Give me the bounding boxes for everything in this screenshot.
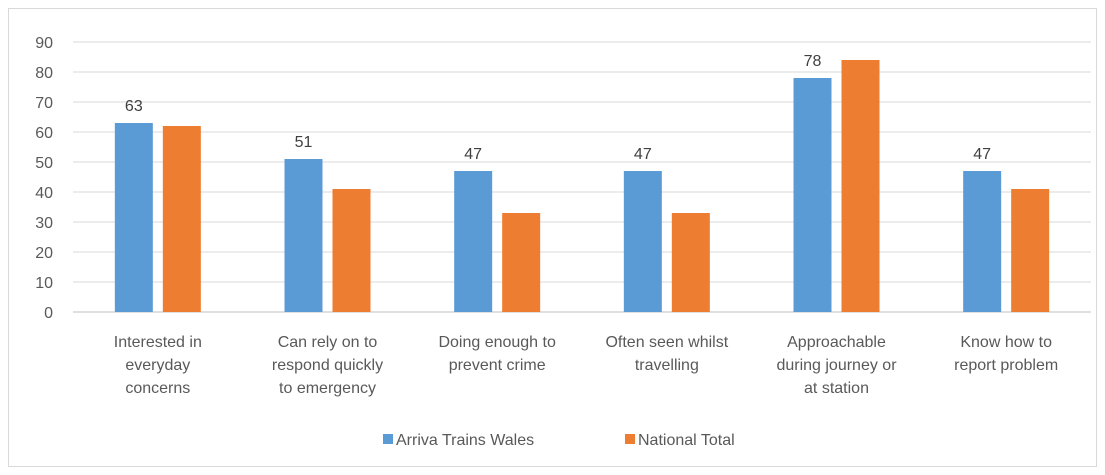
x-category-label-line: respond quickly [272, 357, 383, 374]
legend-label: Arriva Trains Wales [396, 432, 534, 449]
x-category-label-line: report problem [954, 357, 1058, 374]
y-tick-label: 70 [35, 95, 53, 112]
x-category-label-line: Know how to [960, 334, 1052, 351]
bar [841, 60, 880, 312]
y-tick-label: 30 [35, 215, 53, 232]
data-label: 47 [973, 146, 991, 163]
x-category-label-line: prevent crime [449, 357, 546, 374]
y-tick-label: 0 [44, 305, 53, 322]
x-category-label-line: Can rely on to [278, 334, 378, 351]
bar [623, 171, 662, 312]
bar [284, 159, 323, 312]
bar [502, 213, 541, 312]
y-tick-label: 60 [35, 125, 53, 142]
y-tick-label: 90 [35, 35, 53, 52]
legend-label: National Total [638, 432, 735, 449]
legend-swatch [383, 434, 393, 444]
bar [793, 78, 832, 312]
gridlines [73, 41, 1091, 313]
x-category-label-line: during journey or [776, 357, 897, 374]
legend: Arriva Trains Wales National Total [383, 432, 735, 449]
x-category-label-line: Approachable [787, 334, 886, 351]
x-axis-category-labels: Interested in everyday concerns Can rely on… [114, 334, 1058, 397]
x-category-label-line: everyday [125, 357, 190, 374]
bar [671, 213, 710, 312]
bar [454, 171, 493, 312]
x-category-label-line: to emergency [279, 380, 376, 397]
data-label: 63 [125, 98, 143, 115]
bars [114, 60, 1050, 312]
y-tick-label: 40 [35, 185, 53, 202]
bar [1011, 189, 1050, 312]
x-category-label-line: travelling [635, 357, 699, 374]
bar-chart: 0 10 20 30 40 50 60 70 80 90 63 51 47 47 78 47 Interes… [35, 35, 1091, 449]
data-label: 78 [804, 53, 822, 70]
bar [114, 123, 153, 312]
bar [332, 189, 371, 312]
bar [963, 171, 1002, 312]
bar [162, 126, 201, 312]
x-category-label-line: Often seen whilst [605, 334, 728, 351]
data-label: 51 [295, 134, 313, 151]
chart-frame: 0 10 20 30 40 50 60 70 80 90 63 51 47 47 78 47 Interes… [8, 8, 1097, 467]
y-axis-tick-labels: 0 10 20 30 40 50 60 70 80 90 [35, 35, 53, 322]
x-category-label: Doing enough to prevent crime [438, 334, 556, 374]
x-category-label: Approachable during journey or at station [776, 334, 897, 397]
y-tick-label: 50 [35, 155, 53, 172]
data-label: 47 [464, 146, 482, 163]
y-tick-label: 10 [35, 275, 53, 292]
x-category-label: Interested in everyday concerns [114, 334, 202, 397]
y-tick-label: 80 [35, 65, 53, 82]
y-tick-label: 20 [35, 245, 53, 262]
x-category-label: Can rely on to respond quickly to emergenc… [272, 334, 383, 397]
x-category-label: Often seen whilst travelling [605, 334, 728, 374]
x-category-label-line: concerns [125, 380, 190, 397]
x-category-label-line: Doing enough to [438, 334, 556, 351]
x-category-label-line: at station [804, 380, 869, 397]
legend-swatch [625, 434, 635, 444]
x-category-label-line: Interested in [114, 334, 202, 351]
x-category-label: Know how to report problem [954, 334, 1058, 374]
data-labels: 63 51 47 47 78 47 [125, 53, 991, 163]
data-label: 47 [634, 146, 652, 163]
